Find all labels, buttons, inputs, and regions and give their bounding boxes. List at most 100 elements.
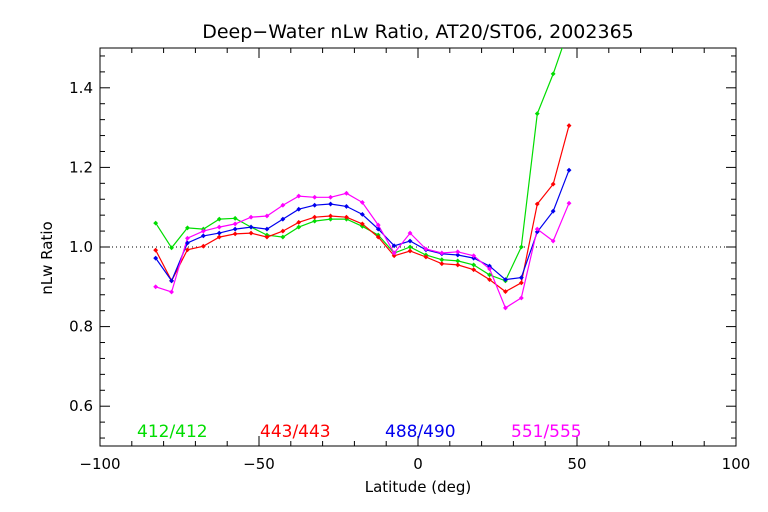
y-tick-label: 1.0 — [69, 238, 93, 256]
data-point — [471, 267, 477, 273]
y-tick-label: 0.6 — [69, 397, 93, 415]
chart-title: Deep−Water nLw Ratio, AT20/ST06, 2002365 — [202, 21, 634, 43]
data-point — [169, 289, 174, 295]
data-point — [455, 249, 461, 255]
data-point — [312, 194, 318, 200]
data-point — [423, 254, 429, 260]
data-point — [232, 215, 238, 221]
x-tick-label: −50 — [243, 455, 275, 473]
data-point — [328, 201, 333, 207]
data-point — [375, 226, 381, 232]
data-point — [518, 295, 524, 301]
data-point — [280, 202, 286, 208]
data-point — [566, 200, 572, 206]
data-point — [423, 246, 429, 252]
data-point — [280, 228, 286, 234]
data-point — [248, 230, 254, 236]
x-tick-label: 50 — [567, 455, 586, 473]
data-point — [391, 253, 397, 259]
data-point — [264, 234, 270, 240]
data-point — [232, 221, 238, 227]
data-point — [407, 238, 413, 244]
data-point — [296, 219, 302, 225]
data-point — [344, 214, 349, 220]
y-axis-label: nLw Ratio — [38, 221, 56, 294]
axis-ticks — [99, 48, 737, 446]
data-point — [185, 225, 190, 231]
data-point — [200, 228, 206, 234]
data-point — [153, 284, 159, 290]
data-point — [439, 261, 445, 267]
x-tick-label: −100 — [79, 455, 120, 473]
legend-item-3: 488/490 — [385, 422, 456, 442]
data-point — [296, 206, 302, 212]
data-point — [344, 203, 349, 209]
data-point — [185, 235, 190, 241]
data-point — [375, 222, 381, 228]
x-tick-label: 100 — [722, 455, 751, 473]
data-point — [169, 245, 174, 251]
data-point — [216, 216, 222, 222]
data-point — [153, 220, 159, 226]
data-point — [534, 201, 540, 207]
data-point — [566, 123, 572, 129]
data-point — [153, 255, 159, 261]
data-point — [455, 262, 461, 268]
y-tick-label: 1.4 — [69, 79, 93, 97]
data-point — [248, 214, 254, 220]
data-point — [328, 216, 333, 222]
data-point — [518, 244, 524, 250]
data-point — [185, 247, 190, 253]
data-point — [487, 277, 492, 283]
data-point — [391, 243, 397, 249]
data-point — [216, 230, 222, 236]
data-point — [248, 224, 254, 230]
data-point — [487, 266, 492, 272]
legend-item-4: 551/555 — [511, 422, 582, 442]
data-point — [328, 194, 333, 200]
data-point — [328, 213, 333, 219]
data-point — [264, 213, 270, 219]
data-point — [503, 289, 508, 295]
x-tick-labels: −100 −50 0 50 100 — [79, 455, 750, 473]
data-point — [216, 234, 222, 240]
data-point — [264, 226, 270, 232]
data-point — [455, 252, 461, 258]
data-point — [550, 181, 556, 187]
data-point — [359, 199, 365, 205]
data-point — [232, 226, 238, 232]
data-point — [534, 226, 540, 232]
data-point — [487, 272, 492, 278]
data-point — [344, 190, 349, 196]
data-point — [550, 208, 556, 214]
data-point — [550, 238, 556, 244]
data-point — [200, 233, 206, 239]
data-point — [153, 247, 159, 253]
legend-item-2: 443/443 — [260, 422, 331, 442]
data-point — [296, 193, 302, 199]
data-point — [200, 243, 206, 249]
plot-area — [99, 47, 737, 447]
data-point — [534, 111, 540, 117]
data-point — [518, 280, 524, 286]
data-point — [312, 218, 318, 224]
data-point — [296, 224, 302, 230]
data-point — [391, 250, 397, 256]
data-point — [550, 71, 556, 77]
x-tick-label: 0 — [413, 455, 423, 473]
data-point — [280, 234, 286, 240]
data-point — [534, 229, 540, 235]
legend: 412/412 443/443 488/490 551/555 — [137, 422, 582, 442]
data-point — [312, 202, 318, 208]
data-point — [439, 250, 445, 256]
data-point — [518, 275, 524, 281]
data-point — [232, 231, 238, 237]
series-points — [153, 71, 572, 311]
y-tick-labels: 0.6 0.8 1.0 1.2 1.4 — [69, 79, 93, 415]
data-point — [359, 221, 365, 227]
data-point — [566, 167, 572, 173]
data-point — [503, 305, 508, 311]
x-axis-label: Latitude (deg) — [365, 478, 471, 496]
data-point — [375, 234, 381, 240]
